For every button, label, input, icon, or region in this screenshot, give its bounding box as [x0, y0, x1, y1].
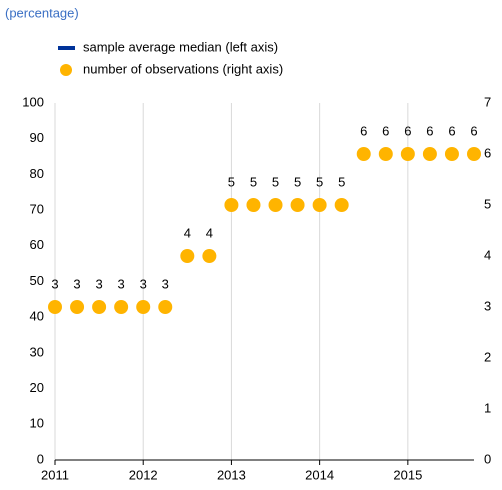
point — [158, 300, 173, 314]
legend-label: number of observations (right axis) — [83, 61, 283, 76]
data-label: 6 — [382, 123, 389, 138]
y-tick-label: 70 — [30, 202, 44, 217]
data-label: 6 — [360, 123, 367, 138]
data-label: 3 — [95, 276, 102, 291]
x-tick-label: 2011 — [41, 467, 69, 482]
data-label: 5 — [272, 174, 279, 189]
data-label: 4 — [184, 225, 191, 240]
point — [422, 147, 437, 161]
legend-swatch — [60, 64, 72, 76]
point — [356, 147, 371, 161]
point — [224, 198, 239, 212]
point — [48, 300, 62, 314]
data-label: 5 — [228, 174, 235, 189]
data-label: 3 — [73, 276, 80, 291]
y-tick-label: 20 — [30, 380, 44, 395]
point — [202, 249, 217, 263]
data-label: 3 — [162, 276, 169, 291]
point — [444, 147, 459, 161]
data-label: 3 — [51, 276, 58, 291]
data-label: 5 — [338, 174, 345, 189]
point — [92, 300, 107, 314]
y-tick-label: 30 — [30, 344, 44, 359]
y2-tick-label: 6 — [484, 145, 491, 160]
data-label: 6 — [426, 123, 433, 138]
point — [136, 300, 151, 314]
point — [246, 198, 261, 212]
data-label: 5 — [316, 174, 323, 189]
chart-subtitle: (percentage) — [5, 5, 79, 20]
data-label: 4 — [206, 225, 213, 240]
point — [400, 147, 415, 161]
data-label: 3 — [140, 276, 147, 291]
y-tick-label: 10 — [30, 416, 44, 431]
y-tick-label: 40 — [30, 309, 44, 324]
point — [467, 147, 481, 161]
y-tick-label: 0 — [37, 451, 44, 466]
data-label: 5 — [250, 174, 257, 189]
y-tick-label: 50 — [30, 273, 44, 288]
data-label: 5 — [294, 174, 301, 189]
point — [70, 300, 85, 314]
y2-tick-label: 3 — [484, 298, 491, 313]
y-tick-label: 60 — [30, 237, 44, 252]
y-tick-label: 80 — [30, 166, 44, 181]
y-tick-label: 100 — [22, 94, 44, 109]
x-tick-label: 2014 — [305, 467, 334, 482]
point — [312, 198, 327, 212]
x-tick-label: 2013 — [217, 467, 246, 482]
y2-tick-label: 1 — [484, 400, 491, 415]
y2-tick-label: 2 — [484, 349, 491, 364]
data-label: 3 — [118, 276, 125, 291]
point — [268, 198, 283, 212]
point — [290, 198, 305, 212]
data-label: 6 — [470, 123, 477, 138]
y-tick-label: 90 — [30, 130, 44, 145]
y2-tick-label: 5 — [484, 196, 491, 211]
legend-label: sample average median (left axis) — [83, 39, 278, 54]
data-label: 6 — [404, 123, 411, 138]
y2-tick-label: 0 — [484, 451, 491, 466]
x-tick-label: 2015 — [393, 467, 422, 482]
point — [114, 300, 129, 314]
y2-tick-label: 7 — [484, 94, 491, 109]
point — [334, 198, 349, 212]
data-label: 6 — [448, 123, 455, 138]
y2-tick-label: 4 — [484, 247, 491, 262]
point — [180, 249, 195, 263]
x-tick-label: 2012 — [129, 467, 158, 482]
point — [378, 147, 393, 161]
